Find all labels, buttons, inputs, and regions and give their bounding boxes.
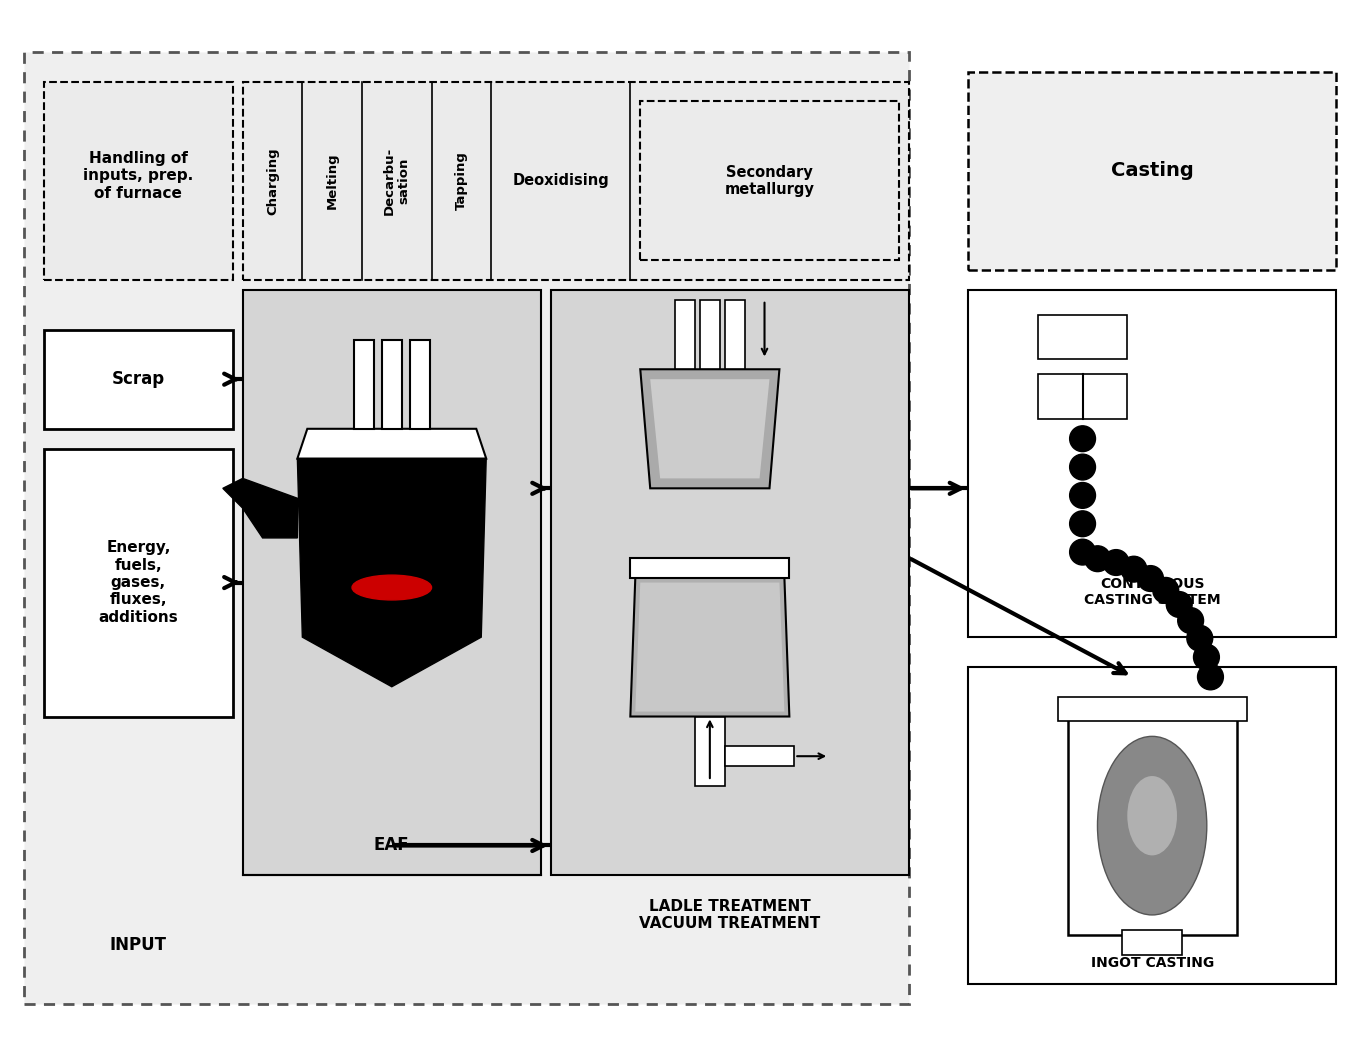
Bar	[725, 299, 745, 369]
Circle shape	[1121, 557, 1147, 582]
Bar	[969, 667, 1336, 984]
Polygon shape	[651, 379, 770, 478]
Text: EAF: EAF	[374, 837, 410, 855]
Bar	[640, 102, 899, 260]
Bar	[1058, 696, 1247, 722]
Bar	[44, 81, 233, 280]
Ellipse shape	[1128, 776, 1177, 856]
Polygon shape	[297, 428, 486, 458]
Text: Charging: Charging	[266, 147, 279, 215]
Ellipse shape	[1097, 736, 1207, 915]
Text: Energy,
fuels,
gases,
fluxes,
additions: Energy, fuels, gases, fluxes, additions	[99, 541, 178, 625]
Text: Melting: Melting	[326, 152, 338, 209]
Circle shape	[1070, 425, 1096, 452]
Bar	[1038, 375, 1128, 419]
Bar	[969, 290, 1336, 637]
Text: INPUT: INPUT	[110, 935, 167, 953]
Bar	[725, 746, 795, 766]
Circle shape	[1193, 644, 1219, 670]
Bar	[25, 52, 908, 1004]
Circle shape	[1070, 454, 1096, 480]
Circle shape	[1070, 511, 1096, 536]
Polygon shape	[630, 578, 789, 716]
Circle shape	[1070, 540, 1096, 565]
Text: Decarbu-
sation: Decarbu- sation	[382, 147, 411, 215]
Circle shape	[1166, 591, 1192, 618]
Text: Tapping: Tapping	[455, 151, 469, 211]
Circle shape	[1137, 566, 1163, 591]
Bar	[382, 340, 401, 428]
Circle shape	[1103, 549, 1129, 576]
Bar	[242, 290, 541, 875]
Text: Secondary
metallurgy: Secondary metallurgy	[725, 165, 814, 197]
Bar	[44, 449, 233, 716]
Bar	[969, 72, 1336, 270]
Bar	[630, 558, 789, 578]
Text: INGOT CASTING: INGOT CASTING	[1091, 955, 1214, 969]
Bar	[242, 81, 908, 280]
Bar	[44, 330, 233, 428]
Ellipse shape	[352, 576, 432, 600]
Text: CONTINUOUS
CASTING SYSTEM: CONTINUOUS CASTING SYSTEM	[1084, 578, 1221, 607]
Bar	[695, 716, 725, 786]
Bar	[1067, 716, 1237, 935]
Circle shape	[1152, 578, 1178, 603]
Bar	[1038, 314, 1128, 360]
Text: LADLE TREATMENT
VACUUM TREATMENT: LADLE TREATMENT VACUUM TREATMENT	[638, 898, 821, 931]
Polygon shape	[297, 458, 486, 687]
Bar	[410, 340, 430, 428]
Text: Handling of
inputs, prep.
of furnace: Handling of inputs, prep. of furnace	[84, 151, 193, 201]
Text: Deoxidising: Deoxidising	[512, 174, 610, 188]
Bar	[700, 299, 719, 369]
Bar	[353, 340, 374, 428]
Text: Casting: Casting	[1111, 161, 1193, 180]
Circle shape	[1070, 482, 1096, 508]
Polygon shape	[223, 478, 297, 537]
Bar	[1122, 930, 1182, 954]
Circle shape	[1085, 546, 1111, 571]
Circle shape	[1197, 664, 1223, 690]
Bar	[675, 299, 695, 369]
Bar	[551, 290, 908, 875]
Text: Scrap: Scrap	[112, 370, 164, 388]
Circle shape	[1178, 607, 1204, 634]
Polygon shape	[636, 583, 785, 712]
Polygon shape	[640, 369, 780, 489]
Circle shape	[1186, 625, 1212, 651]
